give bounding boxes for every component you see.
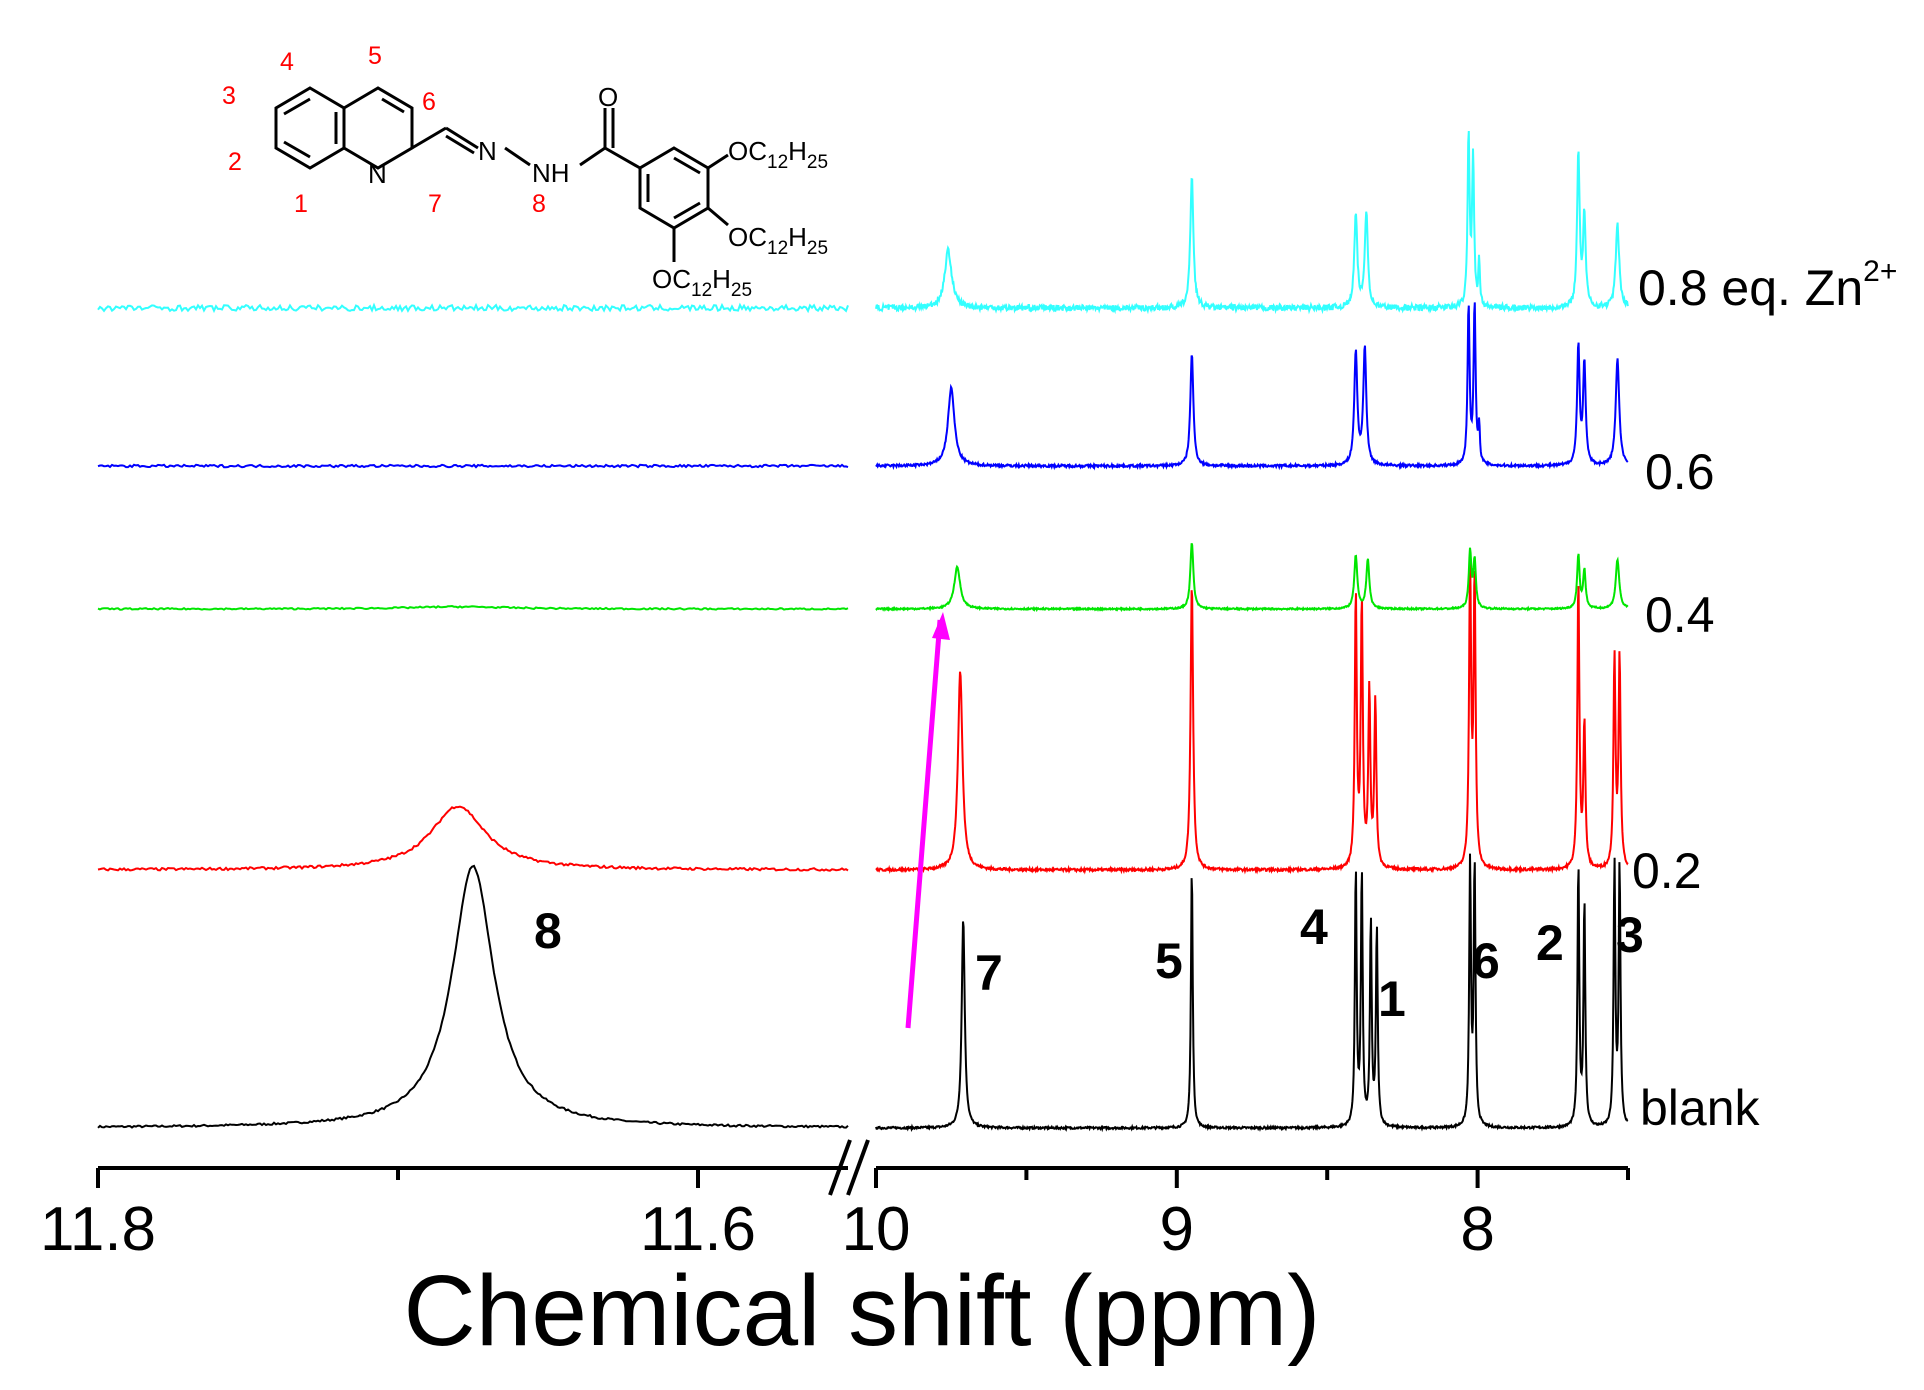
spectrum-line-0.8-eq.-Zn2--segment-1 bbox=[97, 302, 849, 314]
peak-label-2: 2 bbox=[1536, 915, 1564, 971]
ring-double-bond bbox=[283, 140, 311, 159]
peak-label-1: 1 bbox=[1378, 971, 1406, 1027]
axis-break-mark bbox=[828, 1139, 852, 1196]
x-axis-tick-labels: 11.8 11.6 10 9 8 bbox=[40, 1195, 1495, 1264]
position-5: 5 bbox=[368, 42, 382, 70]
alkoxy-group-2: OC12H25 bbox=[728, 222, 828, 259]
peak-label-3: 3 bbox=[1616, 907, 1644, 963]
spectrum-line-blank-segment-1 bbox=[97, 864, 849, 1129]
bond bbox=[504, 146, 531, 167]
x-axis-tick-label: 9 bbox=[1160, 1195, 1194, 1264]
spectrum-line-0.4-segment-2 bbox=[875, 542, 1629, 613]
position-7: 7 bbox=[428, 190, 442, 218]
ring-double-bond bbox=[283, 97, 311, 116]
alkoxy-group-1: OC12H25 bbox=[728, 136, 828, 173]
ring-double-bond bbox=[673, 156, 701, 175]
x-axis-tick-label: 11.8 bbox=[40, 1195, 156, 1264]
bond bbox=[604, 146, 641, 170]
position-6: 6 bbox=[422, 88, 436, 116]
ring-double-bond bbox=[381, 97, 405, 114]
ring-nitrogen: N bbox=[368, 159, 387, 189]
shift-arrow-head bbox=[932, 612, 950, 640]
spectrum-line-0.4-segment-1 bbox=[97, 604, 849, 611]
spectrum-line-0.6-segment-1 bbox=[97, 463, 849, 469]
spectrum-label-0.2: 0.2 bbox=[1632, 843, 1702, 899]
spectrum-label-blank: blank bbox=[1640, 1080, 1761, 1136]
spectrum-line-blank-segment-2 bbox=[875, 853, 1629, 1133]
axis-break-mark bbox=[846, 1139, 870, 1196]
benzene-ring-2 bbox=[638, 146, 710, 230]
pyridine-ring bbox=[343, 86, 414, 170]
x-axis-title: Chemical shift (ppm) bbox=[404, 1255, 1321, 1367]
x-axis bbox=[96, 1139, 1630, 1196]
spectrum-label-0.8: 0.8 eq. Zn2+ bbox=[1638, 255, 1897, 316]
imine-nitrogen: N bbox=[478, 136, 497, 166]
spectra-group bbox=[97, 130, 1629, 1133]
x-axis-tick-label: 11.6 bbox=[640, 1195, 756, 1264]
alkoxy-group-3: OC12H25 bbox=[652, 264, 752, 301]
peak-label-8: 8 bbox=[534, 903, 562, 959]
bond bbox=[707, 206, 729, 227]
spectrum-line-0.2-segment-2 bbox=[875, 549, 1629, 875]
spectrum-label-0.6: 0.6 bbox=[1645, 444, 1715, 500]
spectrum-label-0.4: 0.4 bbox=[1645, 587, 1715, 643]
position-1: 1 bbox=[294, 190, 308, 218]
spectrum-line-0.6-segment-2 bbox=[875, 302, 1629, 471]
shift-arrow bbox=[905, 612, 950, 1029]
peak-label-4: 4 bbox=[1300, 899, 1328, 955]
peak-label-5: 5 bbox=[1155, 933, 1183, 989]
chemical-structure bbox=[274, 86, 729, 262]
spectrum-line-0.8-eq.-Zn2--segment-2 bbox=[875, 130, 1629, 315]
peak-label-6: 6 bbox=[1472, 933, 1500, 989]
peak-label-7: 7 bbox=[975, 945, 1003, 1001]
x-axis-tick-label: 10 bbox=[842, 1195, 911, 1264]
chemical-structure-labels: N N NH O OC12H25 OC12H25 OC12H25 1 2 3 4… bbox=[222, 42, 828, 301]
bond bbox=[579, 146, 606, 167]
position-3: 3 bbox=[222, 82, 236, 110]
bond bbox=[411, 126, 447, 150]
imine-double-bond bbox=[445, 134, 475, 155]
x-axis-tick-label: 8 bbox=[1460, 1195, 1494, 1264]
position-4: 4 bbox=[280, 48, 294, 76]
carbonyl-oxygen: O bbox=[598, 82, 618, 112]
amide-nh: NH bbox=[532, 158, 570, 188]
shift-arrow-line bbox=[905, 619, 943, 1029]
position-2: 2 bbox=[228, 148, 242, 176]
position-8: 8 bbox=[532, 190, 546, 218]
ring-double-bond bbox=[673, 201, 701, 220]
bond bbox=[445, 126, 479, 150]
bond bbox=[707, 153, 729, 170]
spectrum-line-0.2-segment-1 bbox=[97, 805, 849, 872]
